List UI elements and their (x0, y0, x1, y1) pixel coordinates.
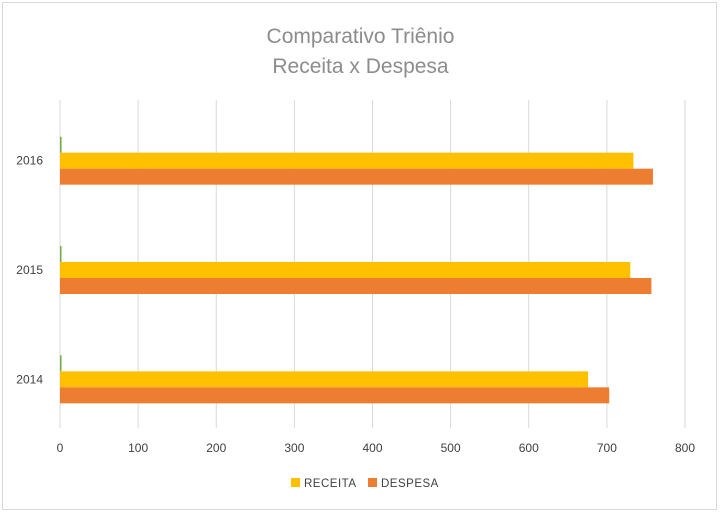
x-tick-label: 300 (284, 441, 304, 455)
legend-swatch-despesa (368, 478, 377, 487)
x-tick-label: 0 (57, 441, 64, 455)
x-tick-label: 800 (675, 441, 695, 455)
x-tick-label: 400 (362, 441, 382, 455)
legend-label-receita: RECEITA (304, 478, 357, 490)
bar-receita-2014 (60, 371, 589, 388)
legend-swatch-receita (291, 478, 300, 487)
bar-despesa-2014 (60, 387, 610, 404)
x-tick-label: 600 (519, 441, 539, 455)
bars (60, 136, 653, 404)
y-axis-categories: 2014 2015 2016 (16, 154, 43, 387)
bar-receita-2016 (60, 152, 634, 169)
x-tick-label: 100 (128, 441, 148, 455)
bar-despesa-2016 (60, 168, 653, 185)
x-tick-label: 700 (597, 441, 617, 455)
bar-series-0-2016 (60, 136, 62, 153)
chart-title: Comparativo Triênio (266, 25, 455, 48)
y-category-label: 2016 (16, 154, 43, 168)
chart-subtitle: Receita x Despesa (272, 55, 449, 78)
legend-label-despesa: DESPESA (381, 478, 439, 490)
chart-frame (2, 2, 717, 510)
bar-series-0-2014 (60, 355, 62, 372)
legend: RECEITA DESPESA (291, 478, 439, 490)
bar-series-0-2015 (60, 246, 62, 262)
y-category-label: 2014 (16, 372, 43, 386)
chart-title-block: Comparativo Triênio Receita x Despesa (0, 22, 721, 82)
x-axis-ticks: 0 100 200 300 400 500 600 700 800 (57, 441, 696, 455)
bar-despesa-2015 (60, 278, 652, 294)
x-tick-label: 200 (206, 441, 226, 455)
y-category-label: 2015 (16, 263, 43, 277)
x-tick-label: 500 (441, 441, 461, 455)
bar-receita-2015 (60, 262, 631, 278)
